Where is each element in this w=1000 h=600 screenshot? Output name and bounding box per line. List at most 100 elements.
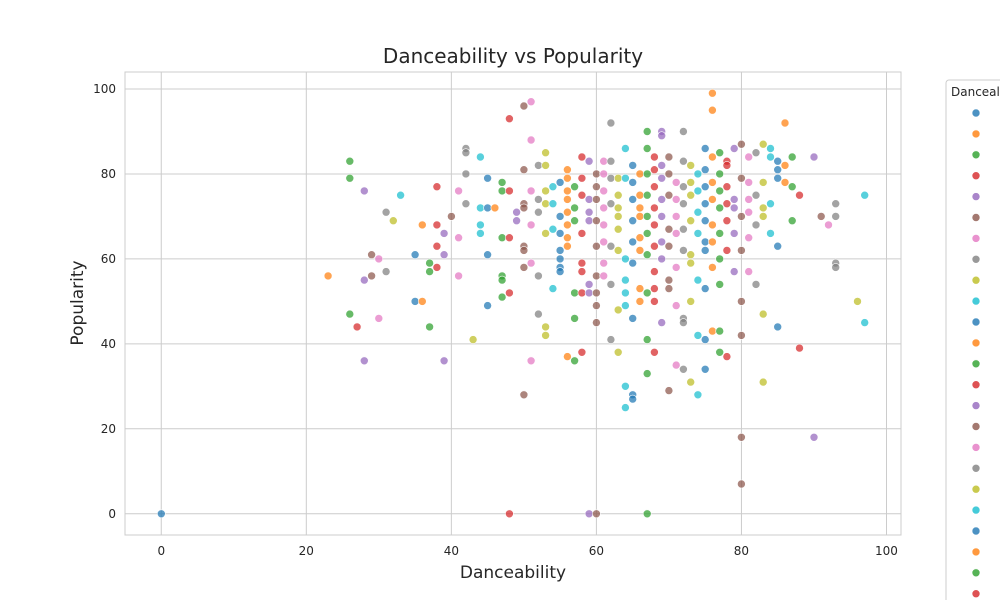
data-point [795, 190, 804, 200]
data-point [650, 241, 659, 251]
data-point [584, 509, 594, 519]
y-tick-label: 0 [108, 507, 116, 521]
data-point [432, 263, 442, 272]
data-point [570, 216, 579, 225]
data-point [345, 309, 355, 319]
data-point [584, 280, 594, 289]
data-point [787, 182, 797, 191]
data-point [642, 190, 652, 200]
data-point [512, 207, 521, 217]
data-point [642, 288, 652, 298]
data-point [708, 195, 717, 204]
data-point [737, 212, 746, 221]
data-point [541, 331, 550, 340]
data-point [860, 318, 870, 327]
legend-marker [971, 317, 981, 327]
data-point [671, 263, 681, 272]
data-point [541, 199, 550, 208]
data-point [592, 288, 601, 298]
data-point [352, 322, 362, 332]
data-point [592, 216, 601, 225]
data-point [621, 288, 630, 298]
data-point [831, 263, 841, 272]
data-point [541, 186, 550, 196]
legend-title: Danceal [951, 85, 1000, 99]
data-point [519, 165, 529, 174]
data-point [715, 326, 725, 336]
data-point [548, 284, 558, 293]
data-point [345, 173, 355, 183]
data-point [592, 195, 601, 204]
data-point [693, 186, 703, 196]
data-point [744, 267, 754, 276]
legend-marker [971, 505, 981, 515]
data-point [824, 220, 833, 230]
data-point [700, 165, 710, 174]
data-point [780, 118, 790, 128]
data-point [686, 250, 696, 259]
data-point [671, 178, 681, 187]
data-point [686, 178, 696, 187]
data-point [555, 246, 565, 255]
data-point [708, 263, 717, 272]
data-point [635, 169, 645, 179]
data-point [606, 118, 616, 128]
data-point [628, 161, 638, 170]
data-point [766, 144, 775, 153]
data-point [606, 199, 616, 208]
data-points [157, 88, 870, 519]
data-point [476, 152, 485, 162]
data-point [671, 360, 681, 370]
data-point [686, 377, 696, 387]
data-point [439, 229, 449, 238]
data-point [650, 284, 659, 293]
data-point [715, 280, 725, 289]
data-point [439, 250, 449, 259]
data-point [664, 241, 674, 251]
data-point [642, 212, 652, 221]
data-point [758, 139, 768, 149]
data-point [621, 403, 630, 412]
data-point [599, 169, 609, 179]
data-point [700, 237, 710, 247]
data-point [505, 186, 514, 196]
data-point [519, 390, 529, 400]
data-point [621, 144, 630, 153]
data-point [708, 105, 717, 115]
data-point [657, 161, 667, 170]
data-point [635, 203, 645, 213]
data-point [642, 169, 652, 179]
data-point [577, 288, 587, 298]
data-point [555, 229, 565, 238]
data-point [447, 212, 456, 221]
data-point [795, 343, 804, 353]
data-point [570, 314, 579, 323]
data-point [737, 479, 746, 489]
data-point [410, 297, 420, 306]
data-point [476, 220, 485, 230]
data-point [737, 331, 746, 340]
data-point [439, 356, 449, 366]
data-point [708, 220, 717, 230]
data-point [773, 165, 783, 174]
data-point [483, 301, 492, 310]
data-point [381, 267, 391, 276]
data-point [737, 173, 746, 183]
data-point [592, 182, 601, 191]
legend-marker [971, 275, 981, 285]
data-point [613, 203, 623, 213]
data-point [570, 356, 579, 366]
data-point [374, 314, 384, 323]
data-point [679, 156, 688, 166]
data-point [635, 190, 645, 200]
data-point [715, 347, 725, 357]
data-point [693, 229, 703, 238]
data-point [664, 190, 674, 200]
data-point [606, 241, 616, 251]
data-point [722, 352, 732, 361]
data-point [541, 229, 550, 238]
data-point [758, 203, 768, 213]
data-point [715, 203, 725, 213]
data-point [526, 135, 536, 145]
